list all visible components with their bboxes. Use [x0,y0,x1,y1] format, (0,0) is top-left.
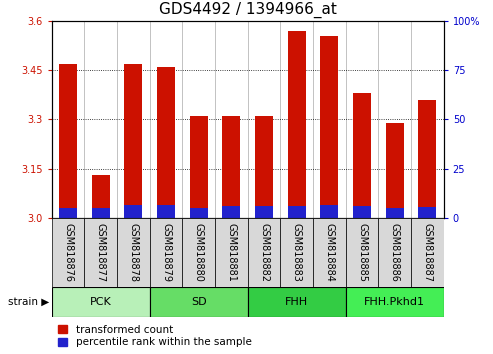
Bar [411,218,444,287]
Bar [288,206,306,218]
Text: GSM818883: GSM818883 [292,223,302,282]
Text: GSM818880: GSM818880 [194,223,204,282]
Bar [124,64,142,218]
Bar [386,123,404,218]
Bar [150,287,247,317]
Text: strain ▶: strain ▶ [8,297,49,307]
Bar [222,206,241,218]
Text: GSM818876: GSM818876 [63,223,73,282]
Bar [92,175,110,218]
Text: FHH: FHH [285,297,308,307]
Text: FHH.Pkhd1: FHH.Pkhd1 [364,297,425,307]
Bar [182,218,215,287]
Bar [255,206,273,218]
Bar [190,116,208,218]
Bar [59,64,77,218]
Bar [222,116,241,218]
Bar [378,218,411,287]
Bar [313,218,346,287]
Title: GDS4492 / 1394966_at: GDS4492 / 1394966_at [159,2,337,18]
Text: GSM818882: GSM818882 [259,223,269,282]
Bar [157,205,175,218]
Text: GSM818877: GSM818877 [96,223,106,282]
Text: GSM818885: GSM818885 [357,223,367,282]
Bar [320,205,338,218]
Text: GSM818884: GSM818884 [324,223,334,282]
Bar [92,208,110,218]
Bar [124,205,142,218]
Bar [353,206,371,218]
Bar [281,218,313,287]
Text: GSM818878: GSM818878 [128,223,139,282]
Bar [247,287,346,317]
Bar [346,287,444,317]
Text: GSM818887: GSM818887 [423,223,432,282]
Bar [353,93,371,218]
Bar [419,100,436,218]
Bar [288,31,306,218]
Text: GSM818881: GSM818881 [226,223,237,282]
Bar [52,287,150,317]
Text: SD: SD [191,297,207,307]
Bar [117,218,150,287]
Text: GSM818886: GSM818886 [389,223,400,282]
Bar [247,218,281,287]
Bar [157,67,175,218]
Bar [419,207,436,218]
Bar [255,116,273,218]
Bar [215,218,247,287]
Bar [346,218,378,287]
Bar [320,36,338,218]
Text: PCK: PCK [90,297,111,307]
Bar [386,208,404,218]
Legend: transformed count, percentile rank within the sample: transformed count, percentile rank withi… [57,324,252,348]
Text: GSM818879: GSM818879 [161,223,171,282]
Bar [59,208,77,218]
Bar [84,218,117,287]
Bar [52,218,84,287]
Bar [190,208,208,218]
Bar [150,218,182,287]
